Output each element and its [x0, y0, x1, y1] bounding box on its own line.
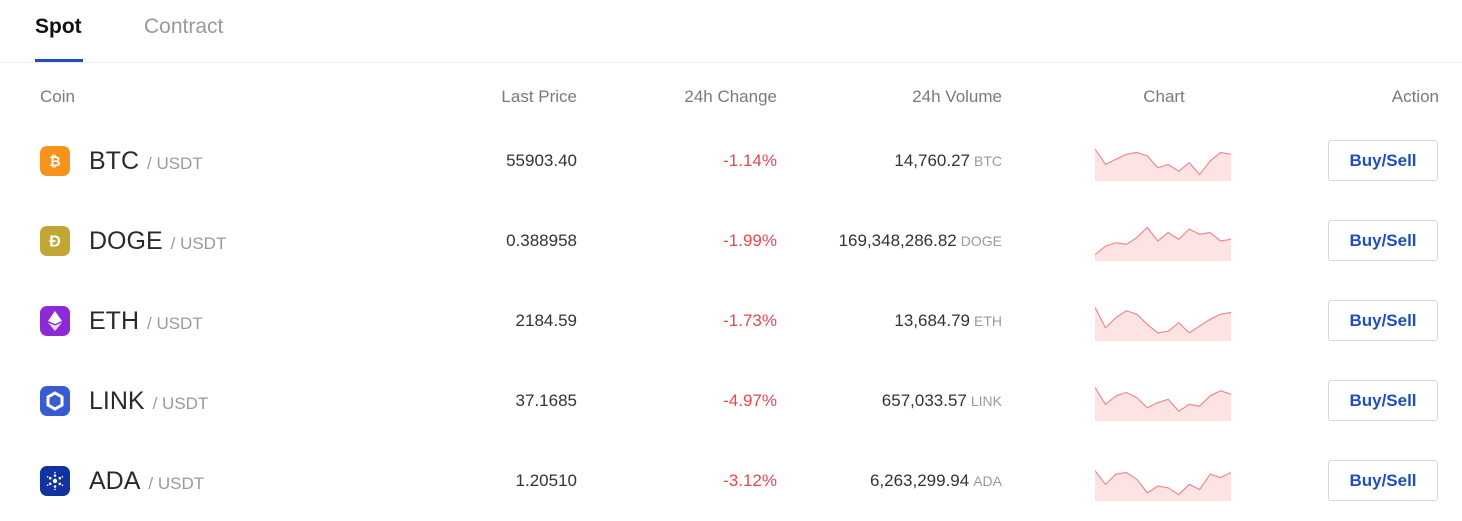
price-sparkline	[1094, 301, 1232, 341]
24h-volume: 6,263,299.94 ADA	[870, 471, 1002, 491]
24h-change: -3.12%	[723, 471, 777, 490]
table-row-eth[interactable]: ETH / USDT 2184.59 -1.73% 13,684.79 ETH Bu…	[0, 281, 1462, 361]
price-sparkline	[1094, 221, 1232, 261]
coin-symbol: LINK	[89, 387, 145, 415]
svg-text:Ð: Ð	[49, 234, 61, 251]
coin-pair: / USDT	[170, 234, 227, 253]
last-price: 1.20510	[515, 471, 577, 490]
dogecoin-icon: Ð	[40, 226, 70, 256]
column-header-24h-change[interactable]: 24h Change	[684, 87, 777, 106]
volume-unit: ETH	[974, 313, 1002, 329]
volume-unit: ADA	[973, 473, 1002, 489]
buy-sell-button[interactable]: Buy/Sell	[1328, 300, 1438, 341]
svg-text:₿: ₿	[49, 154, 60, 170]
volume-value: 13,684.79	[894, 311, 970, 330]
column-header-last-price[interactable]: Last Price	[501, 87, 577, 106]
table-row-btc[interactable]: ₿ BTC / USDT 55903.40 -1.14% 14,760.27 BTC…	[0, 121, 1462, 201]
bitcoin-icon: ₿	[40, 146, 70, 176]
cardano-icon	[40, 466, 70, 496]
market-tabs: Spot Contract	[0, 0, 1462, 63]
buy-sell-button[interactable]: Buy/Sell	[1328, 380, 1438, 421]
coin-name[interactable]: ETH / USDT	[89, 307, 203, 338]
table-row-doge[interactable]: Ð DOGE / USDT 0.388958 -1.99% 169,348,286…	[0, 201, 1462, 281]
price-sparkline	[1094, 381, 1232, 421]
coin-symbol: BTC	[89, 147, 139, 175]
table-row-ada[interactable]: ADA / USDT 1.20510 -3.12% 6,263,299.94 ADA…	[0, 441, 1462, 521]
24h-change: -1.14%	[723, 151, 777, 170]
last-price: 0.388958	[506, 231, 577, 250]
buy-sell-button[interactable]: Buy/Sell	[1328, 140, 1438, 181]
coin-pair: / USDT	[152, 394, 209, 413]
table-row-link[interactable]: LINK / USDT 37.1685 -4.97% 657,033.57 LINK…	[0, 361, 1462, 441]
24h-volume: 169,348,286.82 DOGE	[839, 231, 1002, 251]
tab-contract[interactable]: Contract	[144, 15, 224, 38]
volume-unit: LINK	[970, 393, 1002, 409]
volume-unit: BTC	[974, 153, 1002, 169]
24h-change: -1.73%	[723, 311, 777, 330]
coin-symbol: ETH	[89, 307, 139, 335]
24h-volume: 13,684.79 ETH	[894, 311, 1002, 331]
24h-volume: 14,760.27 BTC	[894, 151, 1002, 171]
buy-sell-button[interactable]: Buy/Sell	[1328, 460, 1438, 501]
coin-name[interactable]: LINK / USDT	[89, 387, 208, 418]
ethereum-icon	[40, 306, 70, 336]
24h-volume: 657,033.57 LINK	[882, 391, 1002, 411]
buy-sell-button[interactable]: Buy/Sell	[1328, 220, 1438, 261]
volume-value: 169,348,286.82	[838, 231, 957, 250]
column-header-chart: Chart	[1143, 87, 1185, 106]
coin-name[interactable]: BTC / USDT	[89, 147, 203, 178]
volume-unit: DOGE	[960, 233, 1002, 249]
last-price: 37.1685	[515, 391, 577, 410]
price-sparkline	[1094, 461, 1232, 501]
24h-change: -4.97%	[723, 391, 777, 410]
price-sparkline	[1094, 141, 1232, 181]
tab-spot[interactable]: Spot	[35, 15, 82, 38]
volume-value: 6,263,299.94	[869, 471, 970, 490]
coin-symbol: DOGE	[89, 227, 163, 255]
coin-symbol: ADA	[89, 467, 141, 495]
coin-pair: / USDT	[147, 154, 203, 173]
last-price: 2184.59	[515, 311, 577, 330]
coin-name[interactable]: DOGE / USDT	[89, 227, 226, 258]
coin-pair: / USDT	[147, 314, 203, 333]
24h-change: -1.99%	[723, 231, 777, 250]
coin-name[interactable]: ADA / USDT	[89, 467, 204, 498]
volume-value: 657,033.57	[881, 391, 967, 410]
chainlink-icon	[40, 386, 70, 416]
coin-pair: / USDT	[148, 474, 205, 493]
column-header-action: Action	[1391, 87, 1439, 106]
active-tab-indicator	[35, 59, 83, 62]
volume-value: 14,760.27	[894, 151, 970, 170]
last-price: 55903.40	[506, 151, 577, 170]
column-header-24h-volume[interactable]: 24h Volume	[912, 87, 1002, 106]
column-header-coin: Coin	[40, 87, 75, 106]
